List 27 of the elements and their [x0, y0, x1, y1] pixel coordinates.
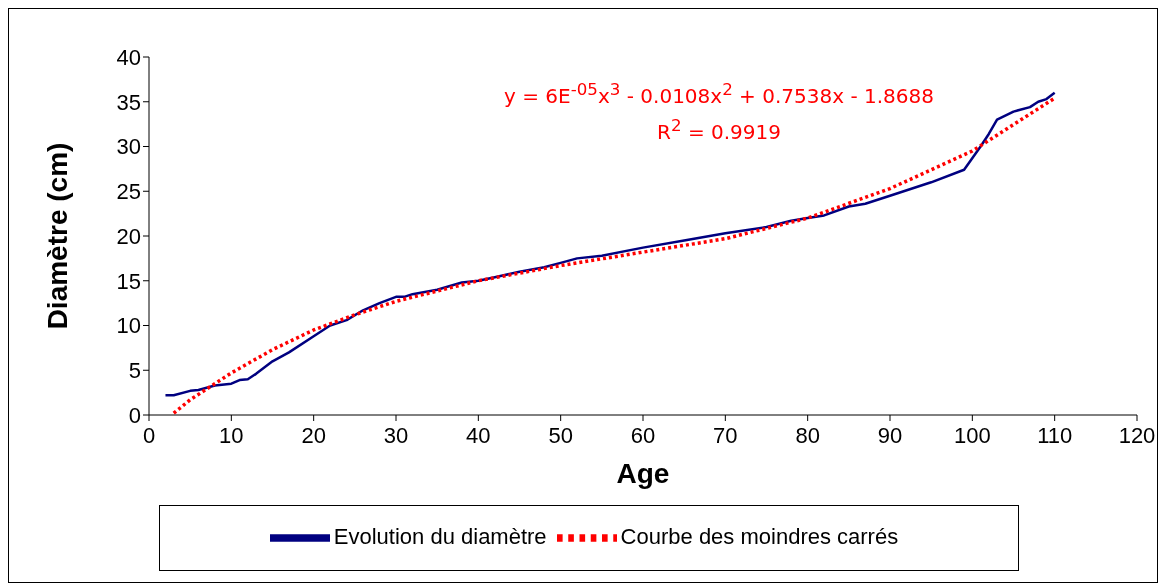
y-tick-label: 0	[128, 402, 141, 428]
y-tick-label: 35	[116, 89, 141, 115]
y-tick-label: 10	[116, 313, 141, 339]
x-tick-label: 80	[795, 422, 820, 448]
y-axis-title: Diamètre (cm)	[41, 142, 73, 330]
x-tick-label: 110	[1037, 422, 1073, 448]
y-tick-label: 25	[116, 179, 141, 205]
annotation: R$^{2}$ = 0.9919	[656, 114, 782, 146]
x-tick-label: 50	[548, 422, 573, 448]
x-tick-label: 120	[1118, 422, 1156, 448]
x-axis-title: Age	[616, 458, 670, 489]
x-tick-label: 100	[953, 422, 991, 448]
y-tick-label: 15	[116, 268, 141, 294]
y-tick-label: 20	[116, 223, 141, 249]
x-tick-label: 40	[466, 422, 491, 448]
x-tick-label: 20	[301, 422, 326, 448]
x-tick-label: 10	[219, 422, 244, 448]
legend-label: Courbe des moindres carrés	[620, 523, 899, 549]
y-tick-label: 30	[116, 134, 141, 160]
y-tick-label: 5	[128, 358, 141, 384]
legend-label: Evolution du diamètre	[333, 523, 547, 549]
x-tick-label: 70	[713, 422, 738, 448]
x-tick-label: 60	[630, 422, 656, 448]
x-tick-label: 30	[383, 422, 409, 448]
x-tick-label: 90	[877, 422, 903, 448]
annotation: y = 6E$^{-05}$x$^{3}$ - 0.0108x$^{2}$ + 0.7538x - 1.8688	[503, 79, 935, 110]
y-tick-label: 40	[116, 44, 141, 70]
